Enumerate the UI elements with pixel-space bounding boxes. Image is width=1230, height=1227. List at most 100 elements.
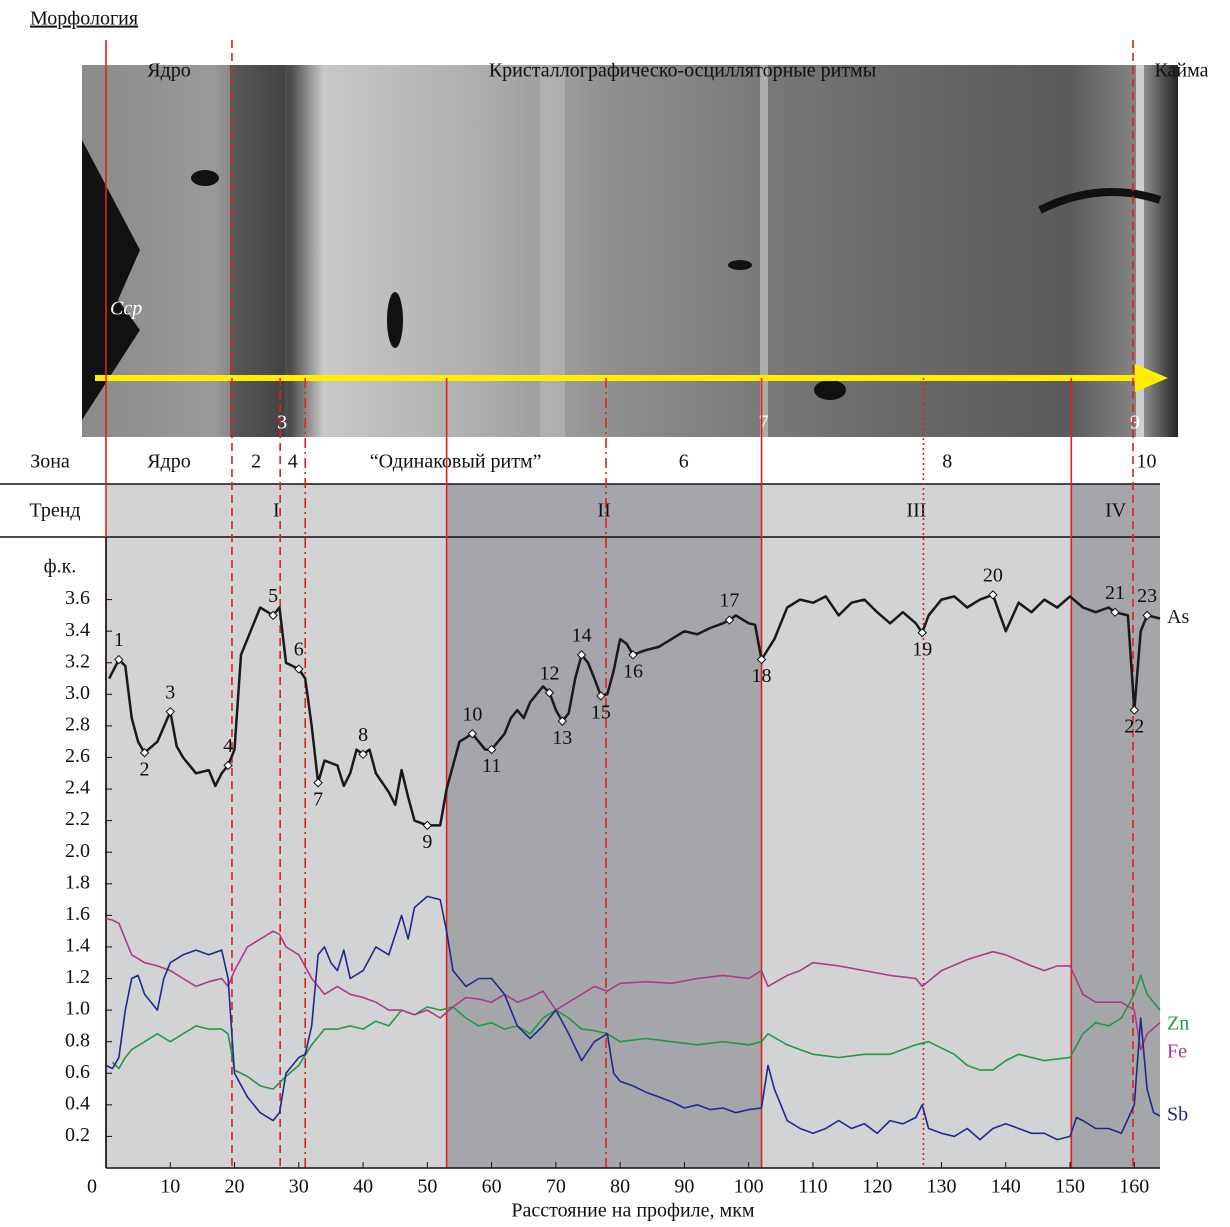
photo-zone-number: 7 xyxy=(759,412,769,434)
zone-label: 10 xyxy=(1137,451,1157,473)
series-label: Zn xyxy=(1167,1013,1189,1035)
x-tick-label: 120 xyxy=(862,1176,892,1198)
photo-pore xyxy=(191,170,219,186)
photo-crack xyxy=(1038,188,1162,214)
zone-label: “Одинаковый ритм” xyxy=(370,451,542,473)
trend-band xyxy=(761,484,1072,1168)
zone-label: 2 xyxy=(251,451,261,473)
y-tick-label: 0.2 xyxy=(65,1124,90,1146)
y-tick-label: 2.0 xyxy=(65,840,90,862)
point-marker xyxy=(114,654,124,665)
bands xyxy=(106,484,1160,1168)
y-tick-label: 1.6 xyxy=(65,903,90,925)
series-line xyxy=(105,895,1161,1141)
point-label: 12 xyxy=(539,662,559,684)
point-label: 22 xyxy=(1124,716,1144,738)
y-tick-label: 3.0 xyxy=(65,682,90,704)
point-marker xyxy=(628,650,638,660)
trend-band xyxy=(446,484,762,1168)
point-marker xyxy=(576,650,587,660)
point-label: 13 xyxy=(552,727,572,749)
point-marker xyxy=(313,778,323,788)
photo-pore xyxy=(728,260,752,270)
y-tick-label: 1.4 xyxy=(65,935,90,957)
trend-band xyxy=(1071,484,1160,1168)
point-marker xyxy=(294,664,304,674)
point-label: 5 xyxy=(268,585,278,607)
point-marker xyxy=(1129,705,1139,715)
x-tick-label: 70 xyxy=(546,1176,566,1198)
series-line xyxy=(105,917,1161,1051)
point-label: 2 xyxy=(140,758,150,780)
trend-band xyxy=(106,484,447,1168)
x-tick-label: 40 xyxy=(353,1176,373,1198)
y-axis-label: ф.к. xyxy=(44,556,77,578)
x-tick-label: 140 xyxy=(991,1176,1021,1198)
morphology-label: Кайма xyxy=(1154,60,1208,82)
trend-label: I xyxy=(273,500,280,522)
point-label: 17 xyxy=(719,590,739,612)
point-label: 6 xyxy=(294,639,304,661)
zone-label: 4 xyxy=(288,451,298,473)
point-marker xyxy=(724,615,735,625)
profile-arrow-head xyxy=(1135,364,1168,392)
point-label: 20 xyxy=(983,564,1003,586)
point-marker xyxy=(596,691,606,701)
x-axis-label: Расстояние на профиле, мкм xyxy=(511,1200,755,1222)
photo-label: Ccp xyxy=(110,298,142,320)
y-tick-label: 0.4 xyxy=(65,1092,90,1114)
point-label: 21 xyxy=(1105,582,1125,604)
point-label: 9 xyxy=(422,831,432,853)
point-label: 7 xyxy=(313,788,323,810)
point-label: 16 xyxy=(623,660,643,682)
point-marker xyxy=(139,748,150,758)
point-marker xyxy=(268,610,278,621)
y-tick-label: 2.8 xyxy=(65,713,90,735)
zone-label: 8 xyxy=(942,451,952,473)
point-label: 23 xyxy=(1137,585,1157,607)
series-line xyxy=(111,974,1161,1090)
trend-label: III xyxy=(906,500,926,522)
x-tick-label: 30 xyxy=(289,1176,309,1198)
y-tick-label: 0.6 xyxy=(65,1061,90,1083)
trend-row-label: Тренд xyxy=(29,500,80,522)
x-tick-label: 0 xyxy=(87,1176,97,1198)
x-tick-label: 130 xyxy=(926,1176,956,1198)
point-marker xyxy=(422,820,433,831)
x-tick-label: 160 xyxy=(1119,1176,1149,1198)
point-marker xyxy=(486,744,497,755)
point-marker xyxy=(557,716,568,726)
y-tick-label: 1.2 xyxy=(65,966,90,988)
morphology-label: Ядро xyxy=(147,60,191,82)
x-tick-label: 80 xyxy=(610,1176,630,1198)
trend-label: II xyxy=(597,500,610,522)
photo-zone-number: 3 xyxy=(277,412,287,434)
y-tick-label: 3.2 xyxy=(65,650,90,672)
series-label: Fe xyxy=(1167,1040,1187,1062)
x-tick-label: 50 xyxy=(417,1176,437,1198)
point-label: 1 xyxy=(114,629,124,651)
point-marker xyxy=(917,628,927,638)
y-tick-label: 1.0 xyxy=(65,998,90,1020)
point-marker xyxy=(165,706,175,717)
y-tick-label: 2.2 xyxy=(65,808,90,830)
y-tick-label: 1.8 xyxy=(65,871,90,893)
x-tick-label: 150 xyxy=(1055,1176,1085,1198)
point-label: 11 xyxy=(482,755,501,777)
point-marker xyxy=(544,688,555,698)
y-tick-label: 0.8 xyxy=(65,1029,90,1051)
photo-band xyxy=(540,65,565,437)
trend-label: IV xyxy=(1105,500,1127,522)
zone-row-label: Зона xyxy=(30,451,70,473)
photo-zone-number: 9 xyxy=(1130,412,1140,434)
zone-label: Ядро xyxy=(147,451,191,473)
photo-band xyxy=(1136,65,1144,437)
point-label: 8 xyxy=(358,724,368,746)
point-label: 3 xyxy=(165,681,175,703)
point-marker xyxy=(358,749,368,760)
point-marker xyxy=(1142,610,1152,621)
y-tick-label: 2.6 xyxy=(65,745,90,767)
point-label: 14 xyxy=(572,624,592,646)
